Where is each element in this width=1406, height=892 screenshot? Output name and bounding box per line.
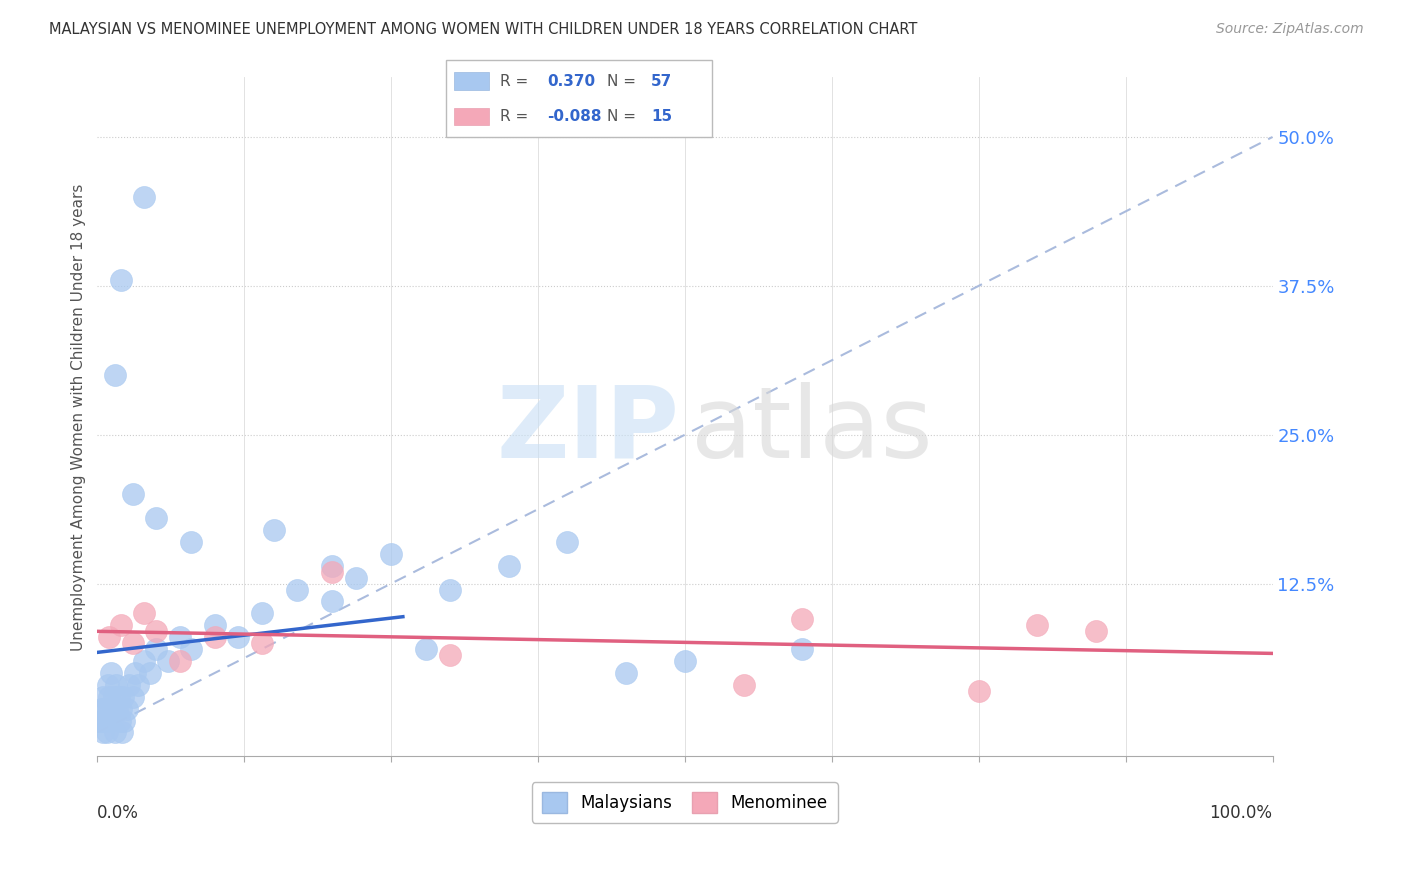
Text: -0.088: -0.088 <box>547 109 602 124</box>
Point <box>134 607 156 621</box>
Text: R =: R = <box>501 109 534 124</box>
Point <box>134 189 156 203</box>
Point <box>145 624 167 639</box>
Point <box>121 636 143 650</box>
Text: ZIP: ZIP <box>496 382 679 479</box>
Point <box>228 630 250 644</box>
Point <box>104 725 127 739</box>
Point <box>105 701 128 715</box>
Point <box>121 690 143 704</box>
Legend: Malaysians, Menominee: Malaysians, Menominee <box>531 782 838 822</box>
Text: 0.370: 0.370 <box>547 74 595 89</box>
Point <box>89 714 111 728</box>
Point <box>105 678 128 692</box>
Point <box>967 683 990 698</box>
Point <box>108 714 131 728</box>
Point <box>115 701 138 715</box>
Point <box>112 714 135 728</box>
Point <box>107 690 129 704</box>
Point <box>90 701 112 715</box>
Point <box>321 558 343 573</box>
Point <box>557 535 579 549</box>
Point <box>792 612 814 626</box>
Point <box>98 630 121 644</box>
Point <box>380 547 402 561</box>
Point <box>250 607 273 621</box>
Point <box>110 701 132 715</box>
Text: N =: N = <box>607 74 641 89</box>
Point <box>204 630 226 644</box>
Point <box>180 535 202 549</box>
Point <box>139 665 162 680</box>
Point <box>98 714 121 728</box>
Point <box>250 636 273 650</box>
Point <box>101 701 124 715</box>
Point <box>733 678 755 692</box>
Point <box>169 654 191 668</box>
Point <box>110 618 132 632</box>
Point <box>98 690 121 704</box>
Point <box>91 725 114 739</box>
Point <box>169 630 191 644</box>
Point <box>321 565 343 579</box>
Point <box>180 642 202 657</box>
Point <box>415 642 437 657</box>
Point <box>104 368 127 383</box>
Point <box>121 487 143 501</box>
Text: atlas: atlas <box>690 382 932 479</box>
Point <box>321 594 343 608</box>
Text: Source: ZipAtlas.com: Source: ZipAtlas.com <box>1216 22 1364 37</box>
Point <box>127 678 149 692</box>
Point <box>439 648 461 662</box>
FancyBboxPatch shape <box>454 108 489 126</box>
Point <box>124 665 146 680</box>
Point <box>344 571 367 585</box>
Point <box>94 714 117 728</box>
Point <box>439 582 461 597</box>
Point <box>93 701 115 715</box>
Point <box>111 725 134 739</box>
FancyBboxPatch shape <box>454 72 489 90</box>
Text: R =: R = <box>501 74 534 89</box>
Point <box>145 511 167 525</box>
FancyBboxPatch shape <box>446 61 711 136</box>
Point <box>91 690 114 704</box>
Text: N =: N = <box>607 109 641 124</box>
Point <box>204 618 226 632</box>
Point <box>498 558 520 573</box>
Point <box>156 654 179 668</box>
Point <box>614 665 637 680</box>
Point <box>103 690 125 704</box>
Text: MALAYSIAN VS MENOMINEE UNEMPLOYMENT AMONG WOMEN WITH CHILDREN UNDER 18 YEARS COR: MALAYSIAN VS MENOMINEE UNEMPLOYMENT AMON… <box>49 22 918 37</box>
Point <box>96 725 118 739</box>
Point <box>118 678 141 692</box>
Text: 100.0%: 100.0% <box>1209 804 1272 822</box>
Point <box>100 665 122 680</box>
Point <box>98 701 121 715</box>
Point <box>285 582 308 597</box>
Point <box>145 642 167 657</box>
Point <box>1026 618 1049 632</box>
Point <box>112 690 135 704</box>
Point <box>110 273 132 287</box>
Text: 0.0%: 0.0% <box>97 804 139 822</box>
Point <box>263 523 285 537</box>
Point <box>673 654 696 668</box>
Text: 15: 15 <box>651 109 672 124</box>
Point <box>792 642 814 657</box>
Y-axis label: Unemployment Among Women with Children Under 18 years: Unemployment Among Women with Children U… <box>72 183 86 650</box>
Point <box>91 714 114 728</box>
Text: 57: 57 <box>651 74 672 89</box>
Point <box>134 654 156 668</box>
Point <box>1085 624 1108 639</box>
Point <box>97 678 120 692</box>
